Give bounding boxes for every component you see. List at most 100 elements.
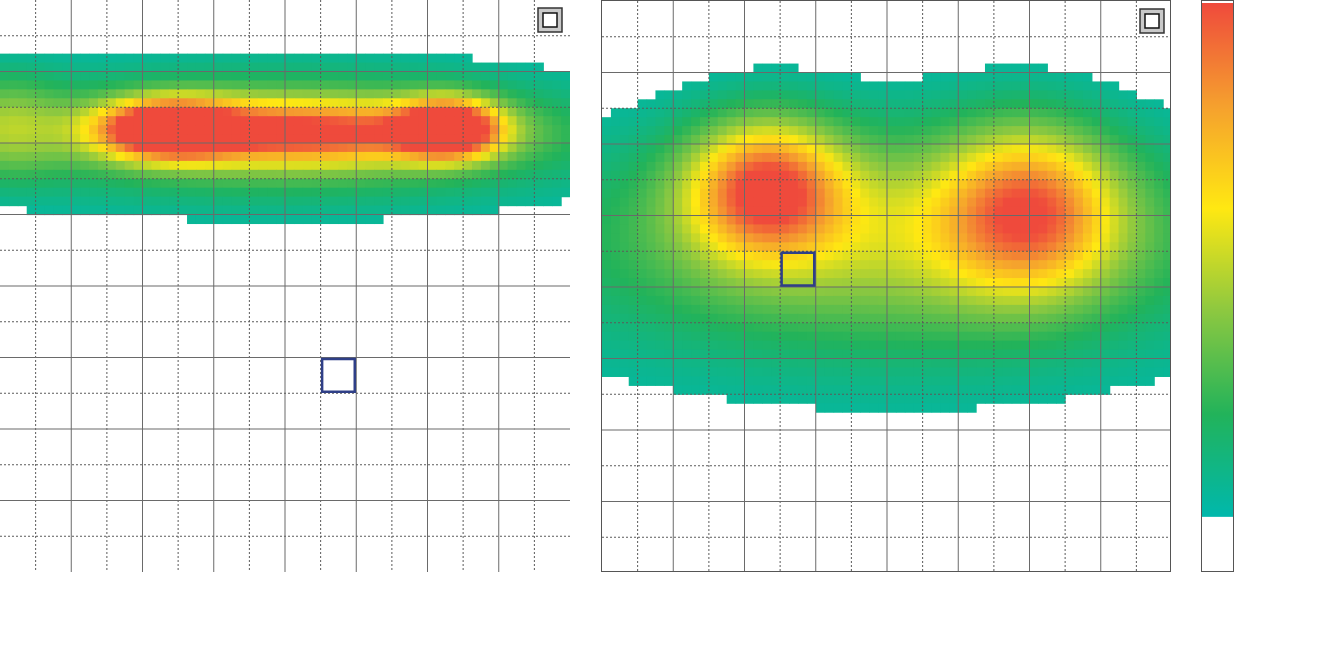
heatmap-cell <box>904 117 915 127</box>
heatmap-cell <box>1145 170 1155 181</box>
heatmap-cell <box>655 242 665 252</box>
heatmap-cell <box>958 376 968 386</box>
heatmap-cell <box>691 233 701 243</box>
heatmap-cell <box>887 179 897 190</box>
heatmap-cell <box>507 125 518 135</box>
heatmap-cell <box>913 206 924 217</box>
heatmap-cell <box>71 80 81 90</box>
heatmap-cell <box>976 117 986 127</box>
heatmap-cell <box>931 340 942 351</box>
heatmap-cell <box>1127 197 1137 208</box>
heatmap-cell <box>824 72 835 83</box>
heatmap-cell <box>1145 304 1155 315</box>
heatmap-cell <box>1038 331 1048 342</box>
heatmap-cell <box>967 376 977 386</box>
heatmap-cell <box>1047 269 1057 279</box>
heatmap-cell <box>543 178 553 189</box>
heatmap-cell <box>682 295 692 306</box>
heatmap-cell <box>833 269 844 279</box>
heatmap-cell <box>682 224 692 234</box>
heatmap-cell <box>53 71 63 82</box>
heatmap-cell <box>97 134 108 144</box>
heatmap-cell <box>133 107 144 117</box>
heatmap-cell <box>993 99 1004 109</box>
heatmap-cell <box>628 331 639 342</box>
heatmap-cell <box>409 196 420 207</box>
heatmap-cell <box>1020 358 1031 369</box>
heatmap-cell <box>744 81 755 91</box>
heatmap-cell <box>1109 108 1120 118</box>
heatmap-cell <box>1038 376 1048 386</box>
heatmap-cell <box>771 385 781 395</box>
heatmap-cell <box>1082 81 1093 91</box>
heatmap-cell <box>454 178 464 189</box>
heatmap-cell <box>409 169 420 180</box>
heatmap-cell <box>1091 135 1102 145</box>
heatmap-cell <box>949 287 959 297</box>
heatmap-cell <box>133 53 144 64</box>
heatmap-cell <box>815 197 826 208</box>
heatmap-cell <box>1154 161 1164 172</box>
heatmap-cell <box>382 151 393 162</box>
heatmap-cell <box>534 62 544 73</box>
heatmap-cell <box>489 169 500 180</box>
heatmap-cell <box>887 126 897 136</box>
heatmap-cell <box>187 178 197 189</box>
heatmap-cell <box>53 143 63 153</box>
heatmap-cell <box>833 126 844 136</box>
heatmap-cell <box>619 170 630 181</box>
heatmap-cell <box>525 62 535 73</box>
heatmap-cell <box>507 80 518 90</box>
heatmap-cell <box>1074 340 1084 351</box>
heatmap-cell <box>427 89 438 99</box>
heatmap-cell <box>195 205 206 216</box>
heatmap-cell <box>1082 179 1093 190</box>
heatmap-cell <box>44 62 55 73</box>
heatmap-cell <box>160 89 170 99</box>
heatmap-cell <box>789 349 799 360</box>
heatmap-cell <box>1011 170 1022 181</box>
heatmap-cell <box>1163 161 1170 172</box>
heatmap-cell <box>249 196 259 207</box>
heatmap-cell <box>904 304 915 315</box>
heatmap-cell <box>664 322 674 333</box>
heatmap-cell <box>1074 99 1084 109</box>
heatmap-cell <box>797 152 808 163</box>
heatmap-cell <box>1091 179 1102 190</box>
heatmap-cell <box>984 108 995 118</box>
heatmap-cell <box>708 331 719 342</box>
heatmap-cell <box>1163 197 1170 208</box>
heatmap-cell <box>878 295 888 306</box>
heatmap-cell <box>347 53 357 64</box>
heatmap-cell <box>258 62 268 73</box>
heatmap-cell <box>1091 358 1102 369</box>
heatmap-cell <box>231 196 242 207</box>
heatmap-cell <box>1082 349 1093 360</box>
heatmap-cell <box>967 170 977 181</box>
heatmap-cell <box>436 71 446 82</box>
heatmap-cell <box>1145 126 1155 136</box>
heatmap-cell <box>860 260 870 270</box>
heatmap-cell <box>717 376 728 386</box>
heatmap-cell <box>97 187 108 198</box>
heatmap-cell <box>762 81 772 91</box>
heatmap-cell <box>293 160 304 171</box>
heatmap-cell <box>436 205 446 216</box>
heatmap-cell <box>735 278 746 288</box>
heatmap-cell <box>418 151 429 162</box>
heatmap-cell <box>347 107 357 117</box>
heatmap-cell <box>204 71 215 82</box>
heatmap-cell <box>320 143 331 153</box>
heatmap-cell <box>726 224 737 234</box>
heatmap-cell <box>1029 340 1040 351</box>
heatmap-cell <box>35 151 46 162</box>
heatmap-cell <box>1056 295 1066 306</box>
heatmap-cell <box>276 116 286 126</box>
heatmap-cell <box>931 99 942 109</box>
heatmap-cell <box>753 367 763 377</box>
heatmap-cell <box>815 179 826 190</box>
heatmap-cell <box>534 125 544 135</box>
heatmap-cell <box>904 99 915 109</box>
heatmap-cell <box>940 170 950 181</box>
heatmap-cell <box>1038 340 1048 351</box>
